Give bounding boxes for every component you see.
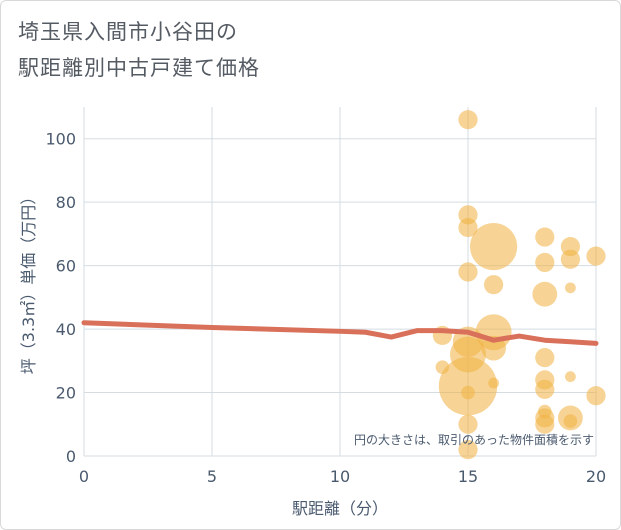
data-point <box>565 371 576 383</box>
data-point <box>484 275 504 295</box>
data-point <box>560 249 581 269</box>
x-tick-label: 15 <box>458 467 478 486</box>
data-point <box>535 348 555 368</box>
chart-title-line-2: 駅距離別中古戸建て価格 <box>18 56 260 80</box>
chart-title: 埼玉県入間市小谷田の 駅距離別中古戸建て価格 <box>18 14 260 86</box>
trend-line-group <box>81 320 599 346</box>
data-point <box>461 385 475 400</box>
data-point <box>532 281 558 307</box>
x-tick-label: 5 <box>207 467 217 486</box>
x-tick-label: 10 <box>330 467 350 486</box>
data-point <box>563 414 578 428</box>
data-point <box>535 379 555 399</box>
data-point <box>458 414 478 434</box>
y-tick-label: 80 <box>56 193 76 212</box>
data-point <box>586 386 606 406</box>
data-point <box>565 282 576 294</box>
data-point <box>535 227 555 247</box>
y-tick-label: 100 <box>45 130 76 149</box>
data-point <box>586 246 606 266</box>
grid-lines <box>83 107 597 457</box>
data-point <box>535 252 555 273</box>
data-point <box>481 335 506 361</box>
data-point <box>470 223 518 271</box>
y-tick-label: 0 <box>66 447 76 466</box>
y-tick-label: 60 <box>56 257 76 276</box>
data-point <box>458 440 478 460</box>
axis-ticks: 0 5 10 15 20 0 20 40 60 80 100 <box>45 130 606 486</box>
x-tick-label: 0 <box>79 467 89 486</box>
x-axis-title: 駅距離（分） <box>292 499 388 518</box>
data-point <box>458 110 478 130</box>
trend-line <box>81 320 599 346</box>
data-point <box>458 262 478 282</box>
x-tick-label: 20 <box>586 467 606 486</box>
y-tick-label: 20 <box>56 384 76 403</box>
bubble-series <box>432 110 606 460</box>
y-axis-title: 坪（3.3㎡）単価（万円） <box>19 189 38 374</box>
y-tick-label: 40 <box>56 320 76 339</box>
size-legend-note: 円の大きさは、取引のあった物件面積を示す <box>354 432 594 447</box>
data-point <box>535 414 555 434</box>
data-point <box>458 217 478 238</box>
chart-title-line-1: 埼玉県入間市小谷田の <box>18 20 238 44</box>
data-point <box>488 377 499 389</box>
